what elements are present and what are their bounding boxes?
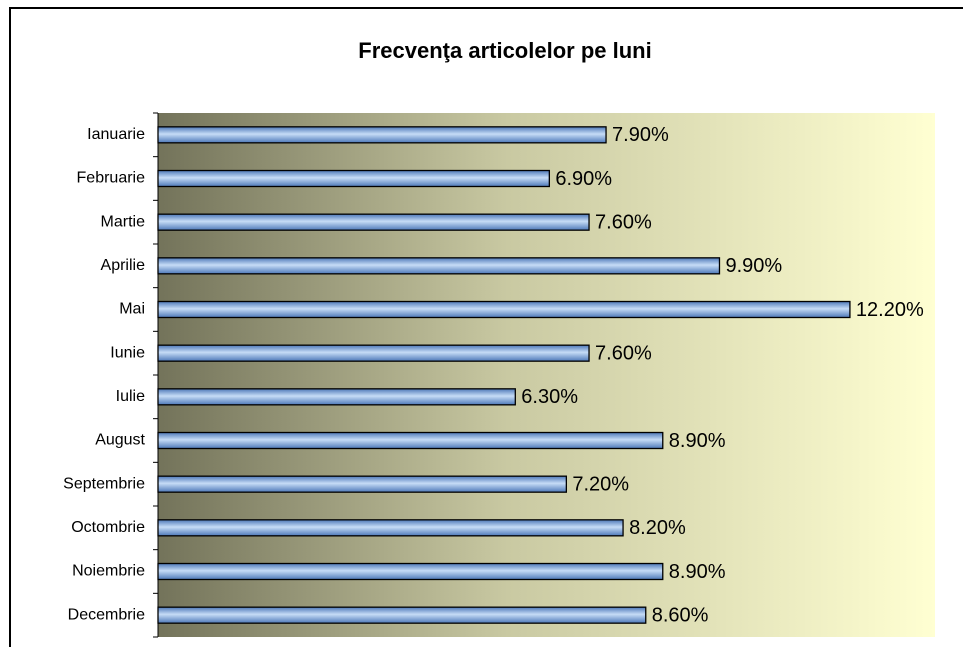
bar xyxy=(157,344,590,362)
y-tick-label: Mai xyxy=(119,301,145,318)
y-tick-label: August xyxy=(95,432,145,449)
y-tick-label: Noiembrie xyxy=(72,563,145,580)
y-tick-label: Septembrie xyxy=(63,475,145,492)
value-label: 7.60% xyxy=(595,342,652,364)
value-label: 9.90% xyxy=(725,255,782,277)
bar xyxy=(157,300,851,319)
value-label: 8.90% xyxy=(669,561,726,583)
bar xyxy=(157,213,590,231)
y-tick-label: Iulie xyxy=(116,388,145,405)
value-label: 6.30% xyxy=(521,386,578,408)
value-label: 8.90% xyxy=(669,430,726,452)
bar xyxy=(157,257,721,275)
y-tick-label: Februarie xyxy=(77,170,146,187)
value-label: 8.60% xyxy=(652,604,709,626)
bar xyxy=(157,431,664,450)
value-label: 6.90% xyxy=(555,168,612,190)
chart-title: Frecvenţa articolelor pe luni xyxy=(358,38,651,63)
y-tick-label: Martie xyxy=(101,213,146,230)
bar xyxy=(157,475,568,493)
bar xyxy=(157,562,664,581)
y-tick-label: Octombrie xyxy=(71,519,145,536)
value-label: 12.20% xyxy=(856,299,924,321)
value-label: 7.20% xyxy=(572,473,629,495)
value-label: 7.60% xyxy=(595,211,652,233)
bar xyxy=(157,388,516,406)
bar xyxy=(157,169,550,188)
value-label: 7.90% xyxy=(612,124,669,146)
bar xyxy=(157,519,624,537)
bar xyxy=(157,606,647,624)
value-label: 8.20% xyxy=(629,517,686,539)
y-tick-label: Ianuarie xyxy=(87,126,145,143)
y-tick-label: Aprilie xyxy=(101,257,146,274)
plot-area xyxy=(158,113,935,637)
bar xyxy=(157,126,607,144)
y-tick-label: Decembrie xyxy=(68,606,145,623)
y-tick-label: Iunie xyxy=(110,344,145,361)
